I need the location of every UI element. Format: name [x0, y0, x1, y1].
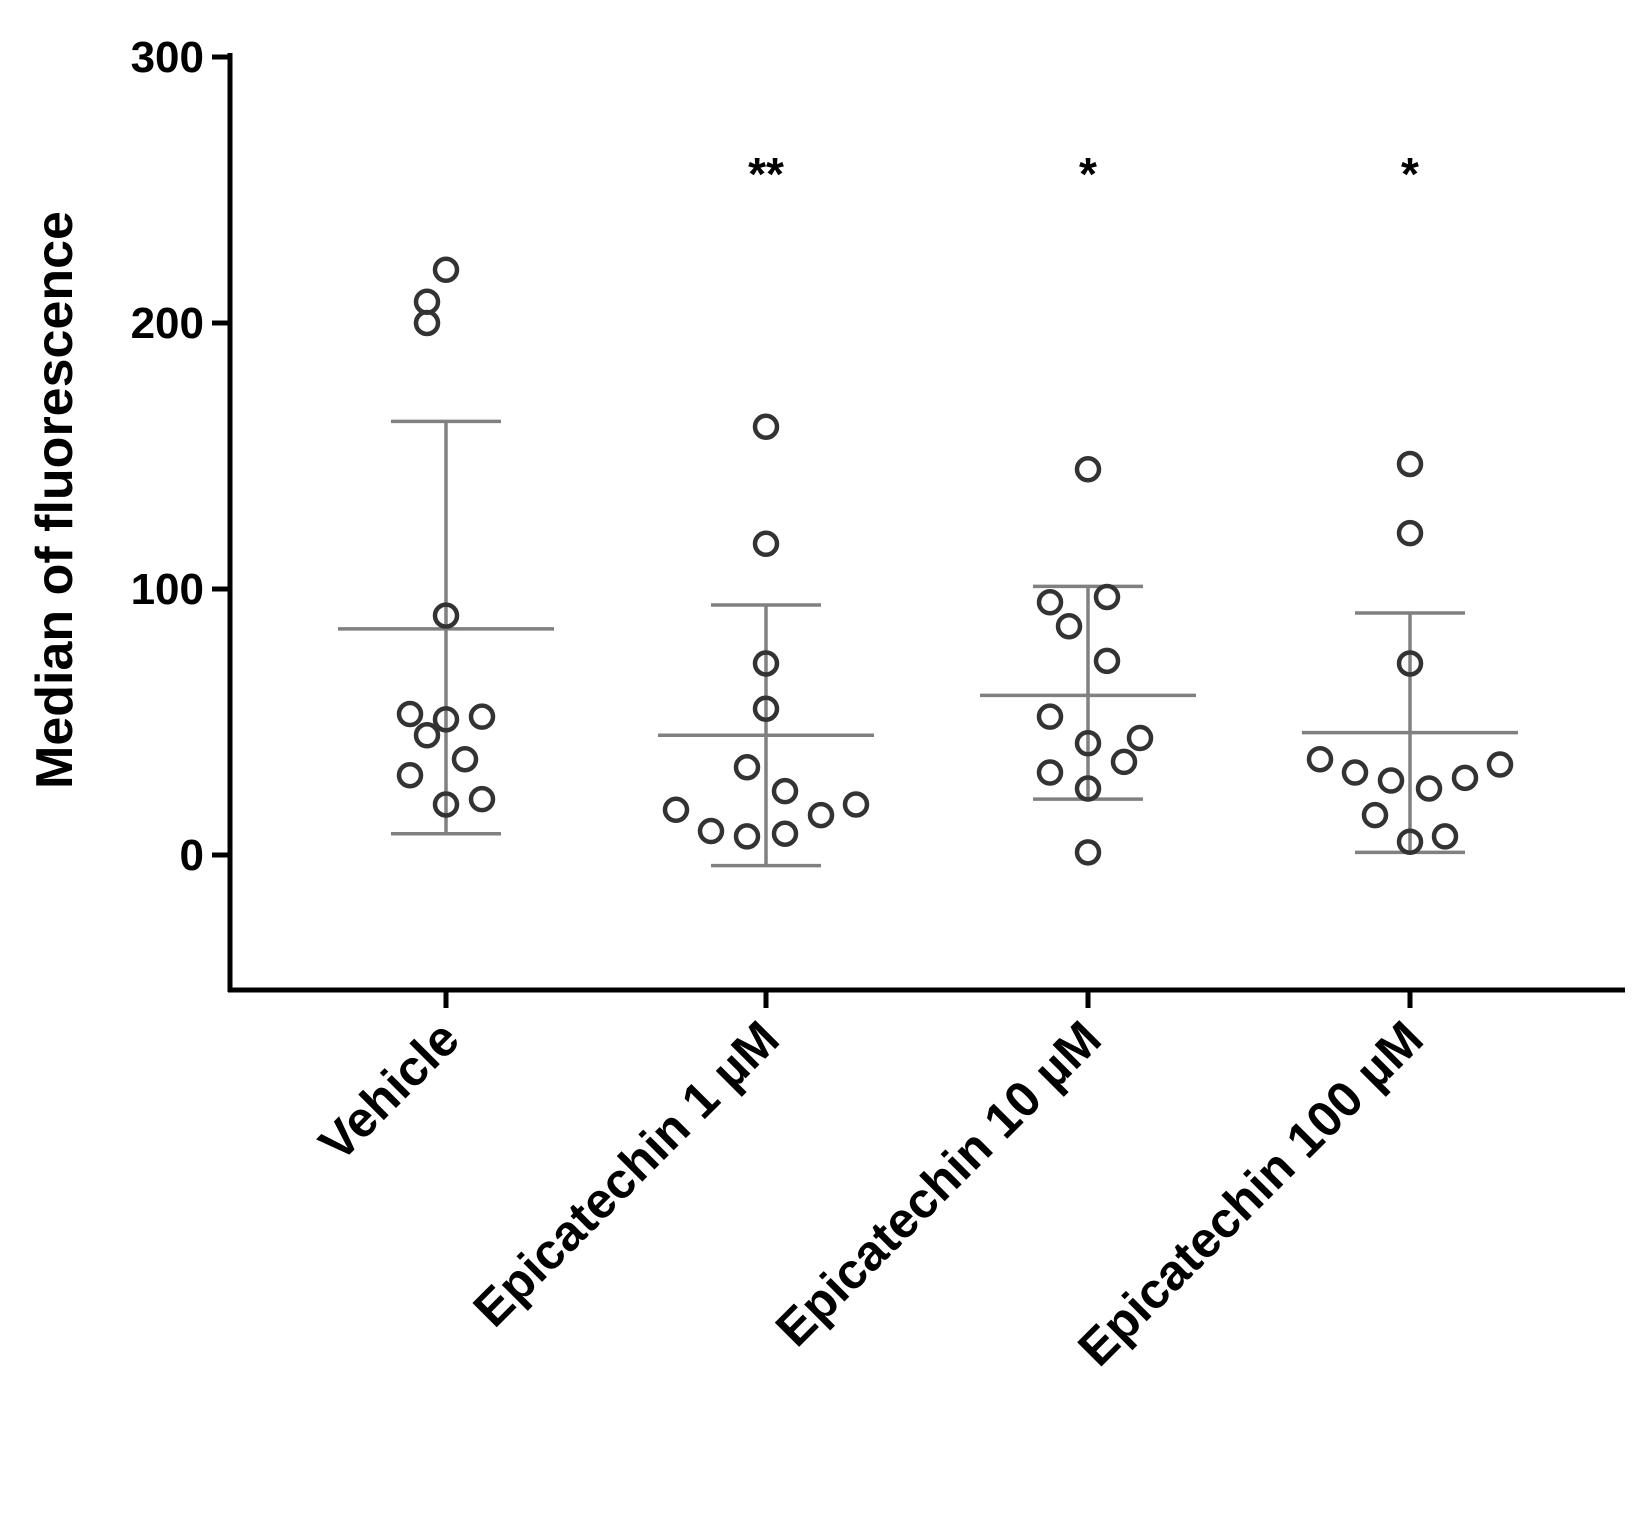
data-point	[1074, 839, 1102, 866]
data-point	[1396, 519, 1424, 547]
data-point	[432, 256, 460, 284]
data-point	[468, 785, 496, 813]
x-tick-label: Epicatechin 10 µM	[765, 1010, 1112, 1357]
data-point	[1074, 456, 1102, 483]
data-point	[396, 761, 424, 789]
data-point	[771, 777, 799, 805]
data-point	[807, 801, 835, 829]
data-points	[396, 256, 1514, 866]
data-point	[1110, 748, 1138, 776]
y-axis-label: Median of fluorescence	[26, 211, 84, 789]
data-point	[752, 695, 780, 722]
data-point	[1361, 801, 1389, 829]
data-point	[1431, 823, 1459, 850]
data-point	[1396, 828, 1424, 855]
data-point	[1396, 650, 1424, 677]
data-point	[1036, 759, 1064, 786]
significance-marker: *	[1401, 148, 1419, 200]
x-tick-label: Vehicle	[308, 1010, 469, 1171]
data-point	[697, 817, 725, 845]
data-point	[1451, 764, 1479, 792]
data-point	[432, 791, 460, 818]
data-point	[413, 309, 441, 337]
y-tick-label: 300	[131, 33, 204, 82]
labels: Median of fluorescence VehicleEpicatechi…	[26, 148, 1434, 1377]
data-point	[451, 745, 479, 773]
y-tick-label: 200	[131, 299, 204, 348]
significance-marker: **	[748, 148, 784, 200]
data-point	[413, 288, 441, 315]
data-point	[662, 796, 690, 824]
data-point	[1396, 450, 1424, 478]
data-point	[1126, 724, 1154, 752]
data-point	[733, 823, 761, 850]
data-point	[733, 753, 761, 781]
data-point	[1036, 703, 1064, 730]
data-point	[752, 413, 780, 440]
data-point	[771, 820, 799, 847]
data-point	[432, 602, 460, 629]
x-tick-label: Epicatechin 100 µM	[1067, 1010, 1434, 1377]
data-point	[1074, 775, 1102, 802]
data-point	[1093, 647, 1121, 675]
data-point	[468, 703, 496, 730]
data-point	[1415, 775, 1443, 802]
significance-marker: *	[1079, 148, 1097, 200]
data-point	[1306, 745, 1334, 773]
axes: 0 100 200 300	[131, 33, 1625, 1008]
data-point	[752, 530, 780, 558]
y-tick-label: 100	[131, 565, 204, 614]
data-point	[842, 791, 870, 818]
data-point	[1055, 612, 1083, 640]
data-point	[1036, 589, 1064, 616]
data-point	[1093, 583, 1121, 611]
data-point	[752, 650, 780, 677]
y-tick-label: 0	[180, 831, 204, 880]
data-point	[1074, 730, 1102, 757]
data-point	[413, 722, 441, 749]
data-point	[1341, 759, 1369, 786]
data-point	[396, 700, 424, 728]
error-bars	[338, 419, 1518, 868]
x-tick-label: Epicatechin 1 µM	[463, 1010, 790, 1337]
data-point	[432, 706, 460, 733]
data-point	[1377, 767, 1405, 794]
data-point	[1486, 751, 1514, 778]
